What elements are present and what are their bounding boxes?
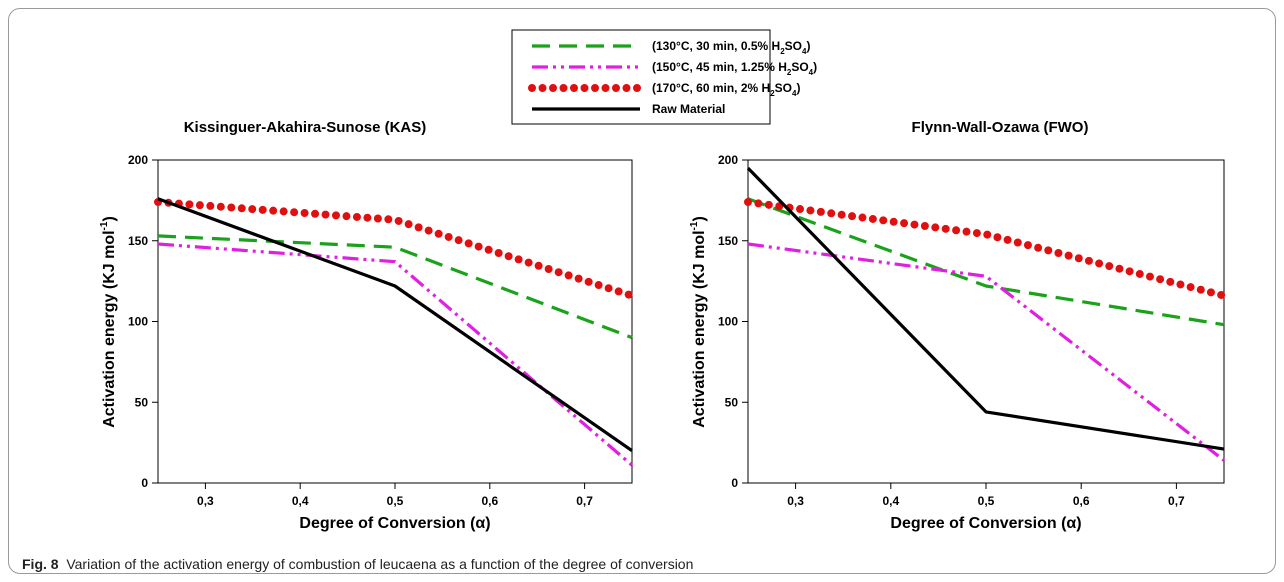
chart-title-kas: Kissinguer-Akahira-Sunose (KAS): [184, 119, 427, 136]
y-axis-label-main: Activation energy (KJ mol: [691, 230, 708, 427]
y-axis-fwo: 0 50 100 150 200: [718, 153, 748, 490]
x-tick-label: 0,3: [787, 494, 804, 508]
y-axis-kas: 0 50 100 150 200: [128, 153, 158, 490]
series-line-s170: [154, 198, 636, 300]
legend: (130°C, 30 min, 0.5% H2SO4) (150°C, 45 mi…: [511, 29, 817, 125]
figure-svg: Kissinguer-Akahira-Sunose (KAS) 0 50 100 15…: [99, 29, 1228, 532]
x-axis-fwo: 0,3 0,4 0,5 0,6 0,7: [787, 483, 1185, 508]
y-tick-label: 100: [128, 315, 148, 329]
x-axis-label-kas: Degree of Conversion (α): [299, 515, 490, 532]
y-axis-label-close: ): [691, 216, 708, 221]
x-tick-label: 0,6: [481, 494, 498, 508]
y-tick-label: 200: [128, 153, 148, 167]
caption-label: Fig. 8: [22, 556, 59, 572]
figure-caption: Fig. 8 Variation of the activation energ…: [22, 556, 693, 572]
figure-frame: [8, 8, 1276, 574]
series-layer-kas: [154, 197, 636, 467]
y-tick-label: 200: [718, 153, 738, 167]
legend-label-s130: (130°C, 30 min, 0.5% H2SO4): [652, 39, 810, 56]
series-line-s170: [744, 198, 1228, 300]
x-tick-label: 0,4: [292, 494, 309, 508]
legend-label-s170: (170°C, 60 min, 2% H2SO4): [652, 81, 800, 98]
x-tick-label: 0,7: [576, 494, 593, 508]
y-axis-label-close: ): [101, 216, 118, 221]
x-tick-label: 0,6: [1073, 494, 1090, 508]
series-line-s150: [747, 242, 1225, 462]
x-tick-label: 0,5: [387, 494, 404, 508]
y-axis-label-exp: -1: [99, 221, 110, 230]
y-tick-label: 150: [718, 234, 738, 248]
y-tick-label: 150: [128, 234, 148, 248]
series-line-s150: [157, 242, 634, 467]
y-tick-label: 50: [725, 395, 739, 409]
series-line-s130: [747, 197, 1225, 327]
legend-label-raw: Raw Material: [652, 102, 725, 116]
x-tick-label: 0,7: [1168, 494, 1185, 508]
series-line-raw: [157, 197, 633, 453]
caption-text: Variation of the activation energy of co…: [66, 556, 694, 572]
x-tick-label: 0,5: [978, 494, 995, 508]
x-axis-kas: 0,3 0,4 0,5 0,6 0,7: [197, 483, 593, 508]
y-tick-label: 50: [135, 395, 149, 409]
series-layer-fwo: [744, 166, 1228, 462]
y-tick-label: 0: [731, 476, 738, 490]
y-axis-label-kas: Activation energy (KJ mol-1): [99, 216, 118, 428]
y-axis-label-main: Activation energy (KJ mol: [101, 230, 118, 427]
x-tick-label: 0,4: [882, 494, 899, 508]
x-axis-label-fwo: Degree of Conversion (α): [890, 515, 1081, 532]
y-axis-label-exp: -1: [689, 221, 700, 230]
chart-title-fwo: Flynn-Wall-Ozawa (FWO): [912, 119, 1089, 136]
y-tick-label: 100: [718, 315, 738, 329]
legend-label-s150: (150°C, 45 min, 1.25% H2SO4): [652, 60, 817, 77]
y-tick-label: 0: [141, 476, 148, 490]
y-axis-label-fwo: Activation energy (KJ mol-1): [689, 216, 708, 428]
x-tick-label: 0,3: [197, 494, 214, 508]
series-line-raw: [746, 166, 1225, 451]
kas-chart: Kissinguer-Akahira-Sunose (KAS) 0 50 100 15…: [99, 119, 636, 532]
series-line-s130: [157, 234, 633, 340]
